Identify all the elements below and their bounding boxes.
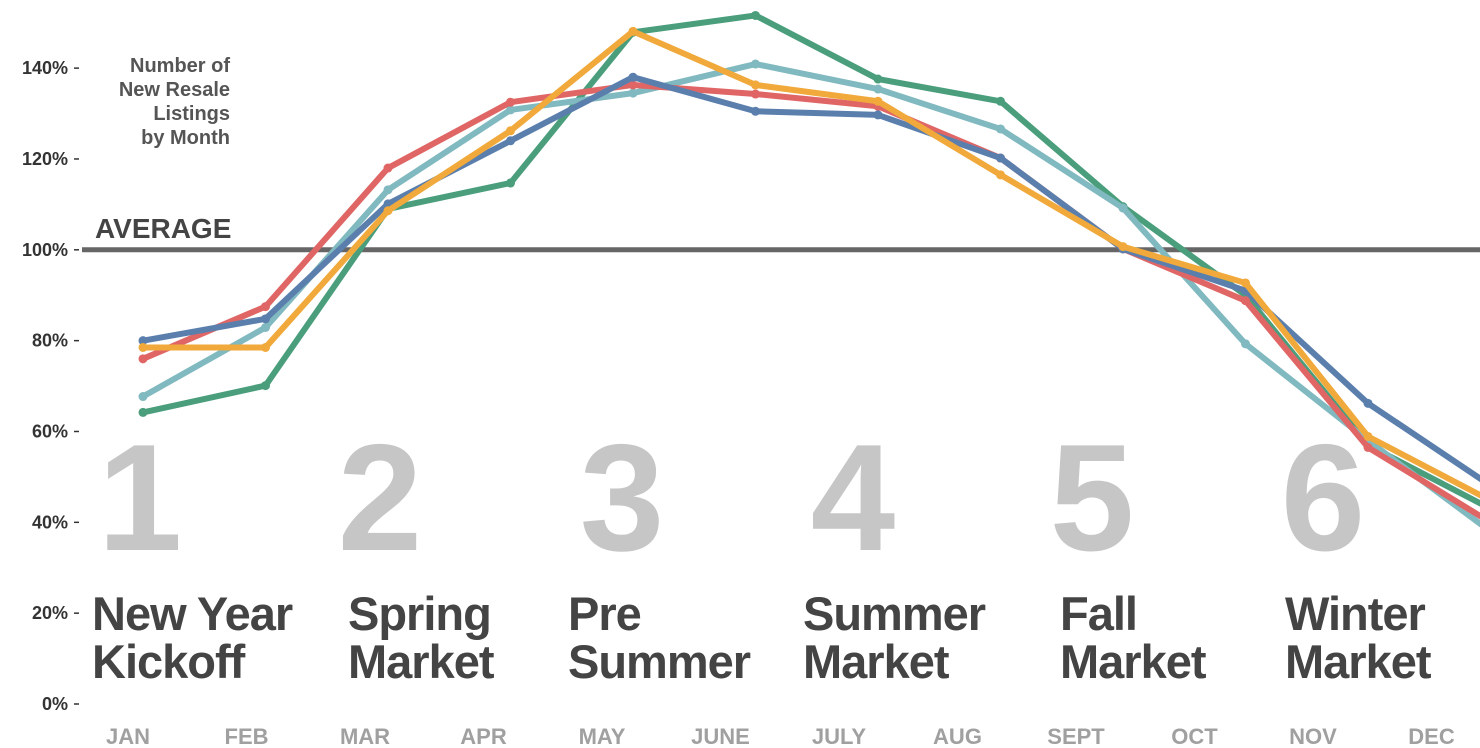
data-point	[261, 342, 270, 352]
phase-label: Fall	[1060, 587, 1137, 640]
data-point	[1363, 398, 1373, 408]
average-label: AVERAGE	[95, 213, 231, 244]
chart-title: New Resale	[119, 79, 230, 101]
data-point	[628, 26, 638, 36]
x-tick-label: JUNE	[691, 724, 750, 748]
phase-label: Market	[348, 635, 495, 688]
data-point	[138, 336, 148, 346]
data-point	[261, 381, 270, 391]
data-point	[506, 178, 515, 188]
y-tick-label: 0%	[42, 694, 68, 714]
phase-number: 4	[811, 413, 896, 583]
y-tick-label: 40%	[32, 512, 68, 532]
data-point	[261, 314, 270, 324]
y-tick-label: 20%	[32, 603, 68, 623]
y-tick-label: 100%	[22, 240, 68, 260]
data-point	[138, 407, 148, 417]
data-point	[628, 72, 638, 82]
data-point	[873, 110, 883, 120]
chart-title: Number of	[130, 55, 230, 77]
phase-number: 1	[98, 413, 183, 583]
data-point	[138, 342, 148, 352]
plot-area	[138, 10, 1480, 528]
x-tick-label: MAY	[579, 724, 626, 748]
data-point	[1118, 203, 1128, 213]
x-tick-label: SEPT	[1047, 724, 1105, 748]
data-point	[628, 88, 638, 98]
phase-number: 2	[338, 413, 423, 583]
data-point	[383, 163, 393, 173]
series-line	[142, 12, 1480, 507]
data-point	[261, 322, 270, 332]
x-tick-label: JULY	[812, 724, 867, 748]
data-point	[1241, 278, 1250, 288]
y-tick-label: 80%	[32, 331, 68, 351]
phase-label: Pre	[568, 587, 641, 640]
data-point	[383, 185, 393, 195]
data-point	[261, 302, 270, 312]
data-point	[1118, 242, 1128, 252]
phase-number: 6	[1281, 413, 1366, 583]
data-point	[628, 80, 638, 90]
data-point	[751, 89, 760, 99]
data-point	[506, 97, 515, 107]
phase-label: New Year	[92, 587, 293, 640]
phase-label: Market	[1285, 635, 1432, 688]
data-point	[138, 354, 148, 364]
data-point	[1363, 442, 1373, 452]
data-point	[383, 206, 393, 216]
x-tick-label: APR	[460, 724, 507, 748]
series-line	[141, 81, 1480, 520]
data-point	[873, 96, 883, 106]
data-point	[506, 136, 515, 146]
phase-label: Market	[1060, 635, 1207, 688]
data-point	[996, 153, 1005, 163]
data-point	[751, 80, 760, 90]
data-point	[996, 170, 1005, 180]
data-point	[751, 59, 760, 69]
y-tick-label: 60%	[32, 421, 68, 441]
phase-label: Spring	[348, 587, 491, 640]
data-point	[1241, 296, 1250, 306]
series-line	[141, 61, 1480, 528]
x-tick-label: JAN	[106, 724, 150, 748]
x-tick-label: OCT	[1171, 724, 1218, 748]
phase-label: Market	[803, 635, 950, 688]
chart-title: by Month	[141, 127, 230, 149]
x-tick-label: AUG	[933, 724, 982, 748]
phase-label: Kickoff	[92, 635, 246, 688]
data-point	[751, 10, 760, 20]
data-point	[996, 96, 1005, 106]
phase-number: 5	[1050, 413, 1135, 583]
phase-label: Summer	[803, 587, 986, 640]
data-point	[996, 124, 1005, 134]
data-point	[873, 84, 883, 94]
phase-label: Summer	[568, 635, 751, 688]
x-tick-label: DEC	[1408, 724, 1455, 748]
data-point	[506, 126, 515, 136]
x-tick-label: MAR	[340, 724, 390, 748]
data-point	[1363, 431, 1373, 441]
series-line	[143, 28, 1480, 499]
x-tick-label: NOV	[1289, 724, 1337, 748]
data-point	[1241, 339, 1250, 349]
data-point	[873, 74, 883, 84]
data-point	[751, 106, 760, 116]
y-tick-label: 120%	[22, 149, 68, 169]
data-point	[138, 392, 148, 402]
chart-title: Listings	[153, 103, 230, 125]
phase-label: Winter	[1285, 587, 1426, 640]
phase-number: 3	[580, 413, 665, 583]
y-tick-label: 140%	[22, 58, 68, 78]
data-point	[506, 105, 515, 115]
x-tick-label: FEB	[225, 724, 269, 748]
